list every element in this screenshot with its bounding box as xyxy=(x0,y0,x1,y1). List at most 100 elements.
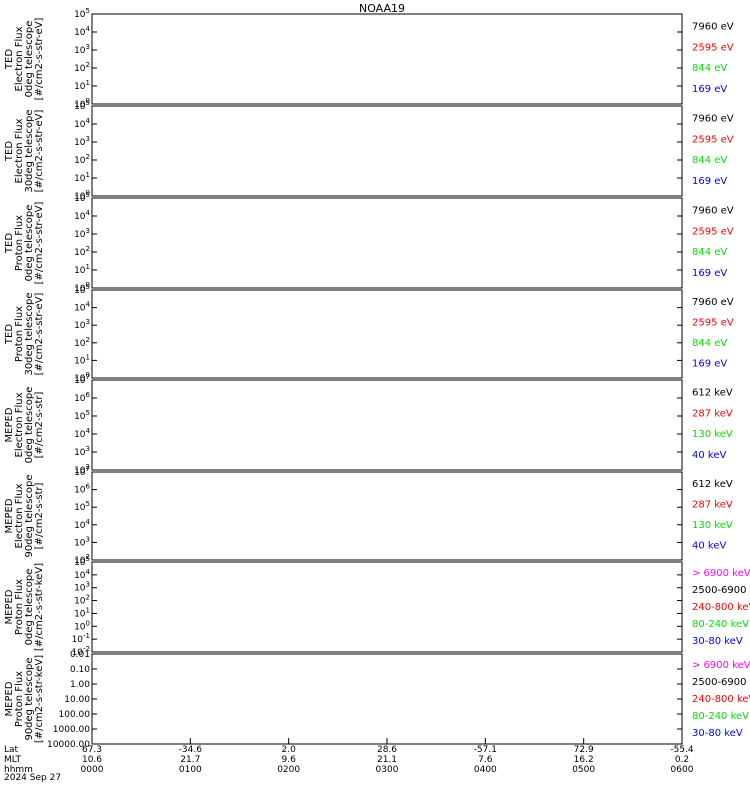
y-tick-label: 106 xyxy=(74,483,90,496)
legend-entry: 287 keV xyxy=(692,500,733,511)
y-axis-label-line: 30deg telescope xyxy=(24,292,35,375)
x-tick-label: -55.4 xyxy=(670,745,694,755)
y-axis-label-line: TED xyxy=(4,233,15,254)
y-tick-label: 103 xyxy=(74,318,90,331)
y-axis-label-line: MEPED xyxy=(4,681,15,716)
legend-entry: 612 keV xyxy=(692,387,733,398)
y-tick-label: 101 xyxy=(74,263,90,276)
y-tick-label: 10-1 xyxy=(72,632,90,645)
x-tick-label: 7.6 xyxy=(478,755,493,765)
y-tick-label: 101 xyxy=(74,79,90,92)
y-tick-label: 105 xyxy=(74,7,90,20)
y-tick-label: 1.00 xyxy=(70,680,90,690)
x-tick-label: 0200 xyxy=(277,765,300,775)
y-tick-label: 102 xyxy=(74,336,90,349)
y-tick-label: 10000.00 xyxy=(47,740,90,750)
x-tick-label: 0300 xyxy=(376,765,399,775)
y-tick-label: 103 xyxy=(74,227,90,240)
y-tick-label: 105 xyxy=(74,409,90,422)
panel-frame xyxy=(91,561,683,653)
y-tick-label: 102 xyxy=(74,153,90,166)
y-tick-label: 104 xyxy=(74,25,90,38)
x-row-label: Lat xyxy=(4,745,19,755)
chart-title: NOAA19 xyxy=(359,2,405,15)
y-axis-label-line: TED xyxy=(4,324,15,345)
x-tick-label: 0.2 xyxy=(675,755,689,765)
y-tick-label: 103 xyxy=(74,43,90,56)
y-tick-label: 101 xyxy=(74,606,90,619)
legend-entry: 844 eV xyxy=(692,63,727,74)
y-axis-label-line: [#/cm2-s-str-eV] xyxy=(34,293,45,376)
legend-entry: 2500-6900 xyxy=(692,677,747,688)
legend-entry: 844 eV xyxy=(692,247,727,258)
y-axis-label-line: 0deg telescope xyxy=(24,387,35,464)
legend-entry: 169 eV xyxy=(692,359,727,370)
x-tick-label: 0600 xyxy=(671,765,694,775)
y-tick-label: 101 xyxy=(74,353,90,366)
legend-entry: 130 keV xyxy=(692,520,733,531)
y-axis-label-line: MEPED xyxy=(4,498,15,533)
panel-8: 10000.00 1000.00 100.00 10.00 1.00 0.10 0.01 ME… xyxy=(4,650,750,750)
legend-entry: 30-80 keV xyxy=(692,728,743,739)
legend-entry: > 6900 keV xyxy=(692,660,750,671)
y-axis-label-line: [#/cm2-s-str-keV] xyxy=(34,563,45,651)
x-tick-label: 21.1 xyxy=(377,755,397,765)
x-tick-label: 67.3 xyxy=(82,745,102,755)
legend-entry: 7960 eV xyxy=(692,205,734,216)
legend-entry: > 6900 keV xyxy=(692,568,750,579)
legend-entry: 40 keV xyxy=(692,541,726,552)
y-tick-label: 101 xyxy=(74,171,90,184)
x-row-label: MLT xyxy=(4,755,22,765)
panel-frame xyxy=(91,471,683,561)
y-tick-label: 103 xyxy=(74,135,90,148)
y-tick-label: 102 xyxy=(74,594,90,607)
legend-entry: 240-800 keV xyxy=(692,694,750,705)
x-tick-label: 0400 xyxy=(474,765,497,775)
panel-frame xyxy=(91,379,683,471)
x-tick-label: 10.6 xyxy=(82,755,102,765)
legend-entry: 40 keV xyxy=(692,450,726,461)
y-axis-label-line: Electron Flux xyxy=(14,118,25,183)
legend-entry: 612 keV xyxy=(692,479,733,490)
legend-entry: 844 eV xyxy=(692,155,727,166)
panel-frame xyxy=(91,653,683,745)
y-axis-label-line: 90deg telescope xyxy=(24,657,35,740)
y-axis-label-line: MEPED xyxy=(4,407,15,442)
y-axis-label-line: 90deg telescope xyxy=(24,474,35,557)
panel-frame xyxy=(91,105,683,197)
x-tick-label: 72.9 xyxy=(574,745,594,755)
y-tick-label: 100.00 xyxy=(59,710,91,720)
x-tick-label: 2.0 xyxy=(282,745,297,755)
y-axis-label-line: [#/cm2-s-str-eV] xyxy=(34,18,45,101)
y-tick-label: 100 xyxy=(74,619,90,632)
legend-entry: 2595 eV xyxy=(692,226,734,237)
x-tick-label: 21.7 xyxy=(180,755,200,765)
y-axis-label-line: TED xyxy=(4,49,15,70)
y-axis-label-line: 0deg telescope xyxy=(24,569,35,646)
x-tick-label: 9.6 xyxy=(282,755,297,765)
y-tick-label: 0.01 xyxy=(70,650,90,660)
legend-entry: 2595 eV xyxy=(692,134,734,145)
y-axis-label-line: [#/cm2-s-str] xyxy=(34,482,45,549)
y-axis-label-line: Proton Flux xyxy=(14,306,25,362)
legend-entry: 80-240 keV xyxy=(692,711,749,722)
y-tick-label: 104 xyxy=(74,568,90,581)
y-tick-label: 104 xyxy=(74,209,90,222)
legend-entry: 7960 eV xyxy=(692,297,734,308)
y-tick-label: 10.00 xyxy=(64,695,90,705)
panel-frame xyxy=(91,197,683,289)
x-tick-label: 28.6 xyxy=(377,745,397,755)
legend-entry: 7960 eV xyxy=(692,113,734,124)
legend-entry: 240-800 keV xyxy=(692,602,750,613)
y-tick-label: 103 xyxy=(74,445,90,458)
y-axis-label-line: 0deg telescope xyxy=(24,205,35,282)
y-tick-label: 0.10 xyxy=(70,665,90,675)
x-tick-label: -57.1 xyxy=(474,745,497,755)
y-axis-label-line: Proton Flux xyxy=(14,579,25,635)
y-tick-label: 1000.00 xyxy=(53,725,90,735)
